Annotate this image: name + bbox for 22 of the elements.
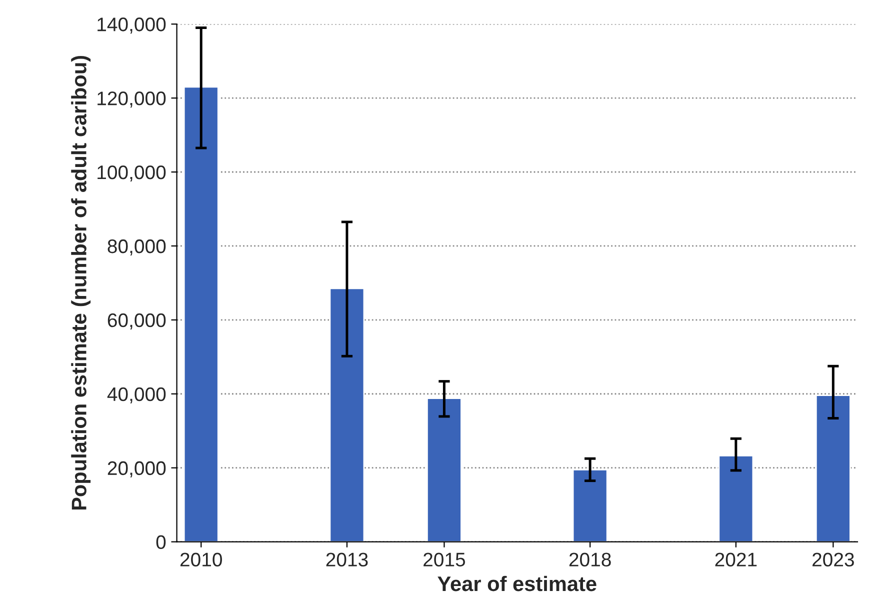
- bar: [426, 398, 462, 542]
- y-tick-label: 20,000: [108, 461, 166, 478]
- bar: [183, 86, 219, 542]
- x-tick-label: 2018: [569, 552, 611, 566]
- y-tick-label: 140,000: [98, 18, 166, 34]
- bar: [815, 394, 851, 542]
- x-tick-label: 2021: [715, 552, 757, 566]
- x-tick-label: 2010: [180, 552, 222, 566]
- y-tick-label: 100,000: [98, 165, 166, 182]
- bar: [572, 468, 608, 542]
- y-tick-label: 40,000: [107, 387, 166, 404]
- x-tick-label: 2023: [812, 552, 854, 566]
- x-tick-label: 2015: [424, 552, 466, 566]
- x-tick-label: 2013: [326, 552, 368, 566]
- bar: [329, 288, 365, 542]
- y-tick-label: 0: [156, 535, 166, 550]
- y-tick-label: 80,000: [108, 239, 166, 256]
- x-axis-title: Year of estimate: [438, 576, 596, 592]
- y-axis-title: Population estimate (number of adult caribou): [71, 56, 91, 510]
- bar: [718, 454, 754, 542]
- y-tick-label: 120,000: [98, 92, 166, 108]
- y-tick-label: 60,000: [108, 313, 166, 330]
